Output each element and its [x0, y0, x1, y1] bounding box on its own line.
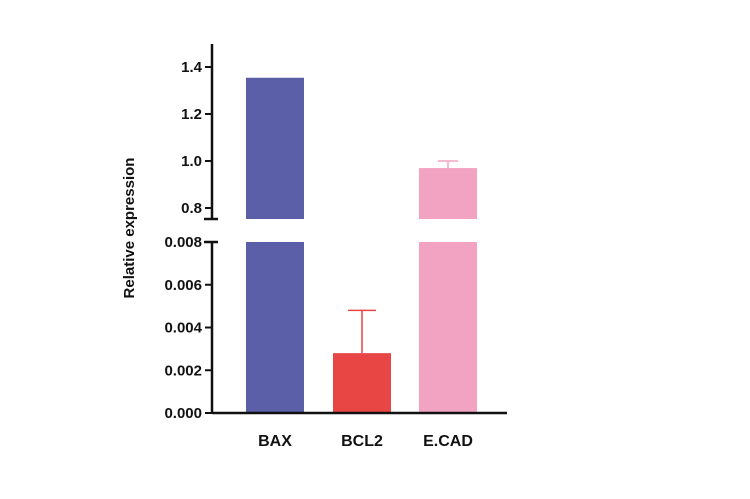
x-tick-label-bcl2: BCL2 [341, 433, 383, 450]
x-tick-label-bax: BAX [258, 433, 292, 450]
bar-e.cad-lower [419, 242, 477, 413]
bar-bax-lower [246, 242, 304, 413]
y-tick-label-lower: 0.008 [164, 234, 202, 251]
bars-layer [246, 78, 477, 413]
bar-bax-upper [246, 78, 304, 219]
y-tick-label-upper: 1.4 [181, 59, 203, 76]
y-tick-label-upper: 1.2 [181, 106, 202, 123]
y-tick-label-lower: 0.000 [164, 405, 202, 422]
y-tick-label-upper: 0.8 [181, 200, 202, 217]
y-axis: 0.000 0.002 0.004 0.006 0.008 0.8 1.0 1.2 1.4 [164, 44, 218, 422]
y-tick-label-lower: 0.006 [164, 277, 202, 294]
y-tick-label-upper: 1.0 [181, 153, 202, 170]
y-axis-title: Relative expression [121, 158, 138, 299]
x-tick-label-e.cad: E.CAD [423, 433, 473, 450]
y-tick-label-lower: 0.002 [164, 362, 202, 379]
error-bars-layer [246, 77, 458, 354]
y-tick-label-lower: 0.004 [164, 320, 202, 337]
x-axis: BAX BCL2 E.CAD [212, 411, 507, 450]
bar-e.cad-upper [419, 168, 477, 219]
bar-bcl2 [333, 353, 391, 413]
